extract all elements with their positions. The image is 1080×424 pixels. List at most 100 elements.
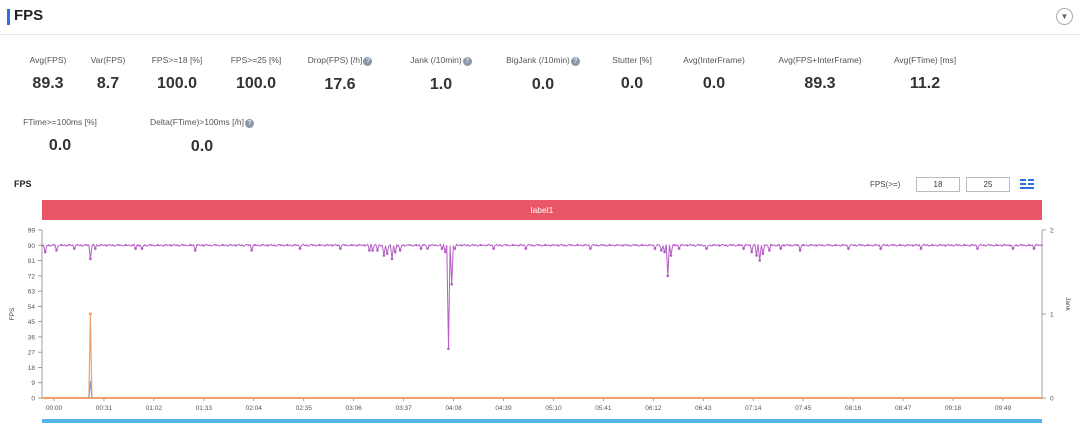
metric-label: FPS>=18 [%] [117, 55, 237, 65]
fps-point [783, 244, 785, 247]
fps-point [460, 244, 463, 247]
metric-label-text: Var(FPS) [90, 55, 126, 65]
fps-point [808, 244, 811, 247]
metric-label: Avg(InterFrame) [654, 55, 774, 65]
fps-point [912, 244, 914, 247]
fps-point [957, 244, 960, 247]
fps-dip-point [55, 249, 58, 252]
fps-dip-point [847, 247, 850, 250]
fps-point [279, 244, 282, 247]
metric-label-text: FPS>=18 [%] [151, 55, 203, 65]
help-icon[interactable]: ? [363, 57, 373, 66]
fps-dip-point [589, 247, 592, 250]
x-tick-label: 07:14 [745, 405, 762, 412]
fps-threshold-input-2[interactable] [966, 177, 1010, 192]
y-tick-label: 9 [31, 380, 35, 387]
apply-filter-icon[interactable] [1020, 178, 1034, 189]
fps-point [834, 244, 837, 247]
fps-point [421, 244, 424, 247]
metric-label-text: Avg(FPS+InterFrame) [778, 55, 862, 65]
fps-threshold-input-1[interactable] [916, 177, 960, 192]
fps-point [983, 244, 985, 247]
fps-point [331, 244, 334, 247]
fps-point [402, 244, 405, 247]
help-icon[interactable]: ? [244, 119, 254, 128]
fps-point [795, 244, 798, 247]
fps-dip-point [761, 252, 765, 256]
metric-avg-ftime-ms: Avg(FTime) [ms] 11.2 [865, 55, 985, 93]
fps-point [815, 244, 818, 247]
x-tick-label: 05:41 [595, 405, 612, 412]
metric-value: 100.0 [235, 75, 277, 92]
fps-dip-point [524, 247, 528, 250]
fps-chart: 0 9 18 27 36 45 54 63 72 81 90 99 0 1 2 00:00 00:31 01:02… [9, 228, 1071, 413]
fps-point [157, 244, 160, 247]
fps-point [176, 244, 179, 247]
fps-point [1008, 244, 1011, 247]
fps-point [924, 244, 927, 247]
fps-point [202, 244, 205, 247]
chart-scrollbar[interactable] [42, 419, 1042, 423]
fps-point [292, 244, 295, 247]
y2-axis-title: Jank [1064, 297, 1071, 311]
metric-fps-25: FPS>=25 [%] 100.0 [196, 55, 316, 93]
metric-avg-fps: Avg(FPS) 89.3 [0, 55, 108, 93]
metric-label-text: Drop(FPS) [/h] [307, 55, 363, 65]
fps-point [318, 244, 321, 247]
fps-dip-point [653, 247, 657, 250]
fps-point [905, 244, 908, 247]
y-tick-label: 36 [28, 334, 36, 341]
fps-dip-point [371, 249, 374, 252]
fps-point [634, 244, 637, 247]
fps-point [221, 244, 224, 247]
fps-point [602, 244, 605, 247]
fps-point [841, 244, 843, 247]
fps-point [415, 244, 418, 247]
fps-point [408, 244, 411, 247]
x-tick-label: 05:10 [545, 405, 562, 412]
fps-point [41, 244, 43, 247]
fps-dip-point [1032, 247, 1036, 250]
metric-value: 17.6 [324, 76, 356, 93]
metric-delta-ftime-100ms-h: Delta(FTime)>100ms [/h]? 0.0 [142, 117, 262, 156]
y-tick-label: 0 [31, 396, 35, 403]
fps-point [673, 244, 676, 247]
fps-point [828, 244, 830, 247]
chart-scrollbar-thumb[interactable] [42, 419, 1042, 423]
fps-point [860, 244, 863, 247]
fps-dip-point [660, 249, 663, 252]
help-icon[interactable]: ? [462, 57, 472, 66]
fps-point [428, 244, 430, 247]
fps-point [918, 244, 921, 247]
bigjank-spike [88, 380, 93, 399]
fps-point [537, 244, 540, 247]
metric-label: Avg(FTime) [ms] [865, 55, 985, 65]
fps-point [712, 244, 714, 247]
fps-dip-point [385, 252, 389, 256]
fps-dip-point [492, 247, 495, 250]
fps-point [686, 244, 689, 247]
metric-bigjank-10min: BigJank (/10min)? 0.0 [483, 55, 603, 94]
fps-point [66, 244, 69, 247]
fps-point [86, 244, 89, 247]
fps-point [47, 244, 50, 247]
y-tick-label: 99 [28, 228, 36, 235]
metric-label: BigJank (/10min)? [483, 55, 603, 66]
y-tick-label: 45 [28, 319, 36, 326]
fps-point [1034, 244, 1037, 247]
x-tick-label: 01:33 [196, 405, 213, 412]
metric-label-text: Avg(FTime) [ms] [893, 55, 957, 65]
fps-dip-point [750, 250, 753, 254]
y-tick-label: 54 [28, 304, 36, 311]
fps-dip-point [250, 249, 253, 252]
collapse-chevron-icon[interactable]: ▼ [1056, 8, 1073, 25]
fps-point [170, 244, 172, 247]
fps-point [873, 244, 876, 247]
metric-label: Var(FPS) [48, 55, 168, 65]
fps-point [344, 244, 347, 247]
metric-label-text: Jank (/10min) [410, 55, 462, 65]
fps-point [473, 244, 476, 247]
help-icon[interactable]: ? [570, 57, 580, 66]
x-tick-label: 07:45 [795, 405, 812, 412]
x-tick-label: 04:39 [495, 405, 512, 412]
